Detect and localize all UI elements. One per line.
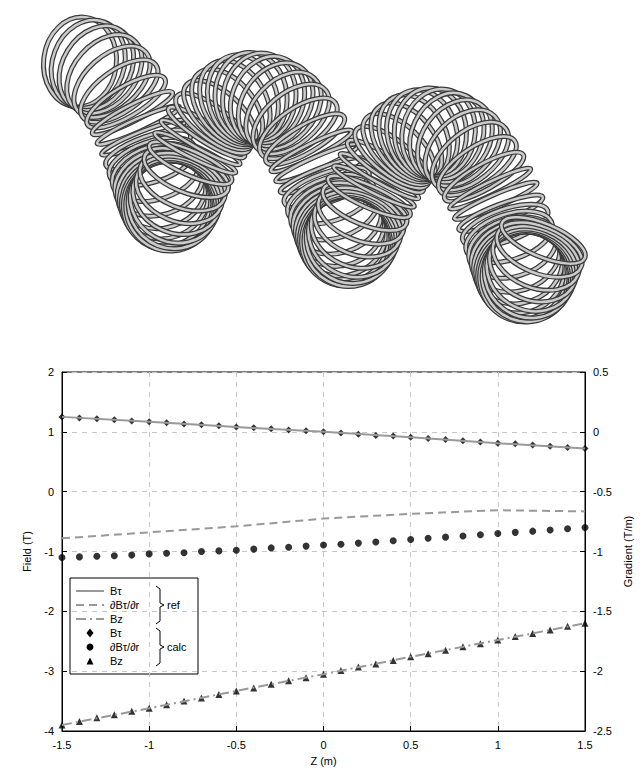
svg-text:1: 1 [48,426,54,438]
svg-text:0.5: 0.5 [593,366,608,378]
svg-text:0: 0 [593,426,599,438]
svg-text:Bτ: Bτ [110,627,122,639]
svg-text:-1.5: -1.5 [53,739,72,751]
svg-text:-1: -1 [593,546,603,558]
svg-text:Bz: Bz [110,655,123,667]
svg-text:-3: -3 [44,665,54,677]
svg-text:ref: ref [167,599,181,611]
svg-text:0: 0 [48,486,54,498]
svg-text:0: 0 [320,739,326,751]
svg-text:-2.5: -2.5 [593,725,612,737]
svg-text:-1: -1 [44,546,54,558]
svg-text:-1: -1 [144,739,154,751]
svg-text:-1.5: -1.5 [593,605,612,617]
svg-text:Bτ: Bτ [110,585,122,597]
svg-text:∂Bτ/∂r: ∂Bτ/∂r [110,641,140,653]
svg-text:2: 2 [48,366,54,378]
svg-text:Gradient (T/m): Gradient (T/m) [622,516,634,588]
svg-text:1.5: 1.5 [577,739,592,751]
svg-text:-0.5: -0.5 [227,739,246,751]
svg-text:0.5: 0.5 [403,739,418,751]
svg-text:Z (m): Z (m) [310,755,336,767]
svg-text:Bz: Bz [110,613,123,625]
svg-text:1: 1 [495,739,501,751]
svg-text:∂Bτ/∂r: ∂Bτ/∂r [110,599,140,611]
svg-text:-0.5: -0.5 [593,486,612,498]
svg-text:calc: calc [167,641,187,653]
svg-text:-4: -4 [44,725,54,737]
svg-text:Field (T): Field (T) [21,531,33,572]
svg-text:-2: -2 [593,665,603,677]
svg-text:-2: -2 [44,605,54,617]
